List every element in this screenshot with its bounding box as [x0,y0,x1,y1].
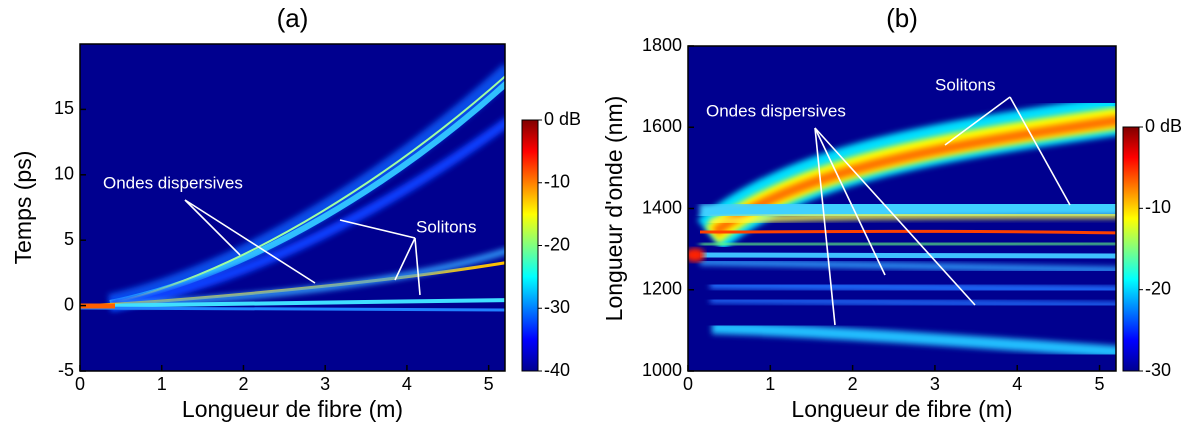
annotation: Solitons [935,75,995,94]
colorbar-tick-label: -30 [544,297,570,317]
colorbar-tick-label: -20 [1145,278,1171,298]
y-tick-label: 1400 [642,197,682,217]
annotation: Ondes dispersives [103,173,243,192]
x-axis-label: Longueur de fibre (m) [791,396,1012,422]
x-tick-label: 4 [1012,374,1022,394]
heatmap-field [688,95,1116,358]
x-tick-label: 4 [402,374,412,394]
y-tick-label: -5 [58,360,74,380]
x-tick-label: 5 [1095,374,1105,394]
x-tick-label: 2 [238,374,248,394]
y-tick-label: 1200 [642,279,682,299]
colorbar-tick-label: 0 dB [544,109,581,129]
y-tick-label: 15 [54,98,74,118]
annotation: Solitons [416,217,476,236]
y-tick-label: 5 [64,229,74,249]
y-tick-label: 10 [54,164,74,184]
x-tick-label: 0 [683,374,693,394]
y-tick-label: 1800 [642,35,682,55]
colorbar [521,119,539,372]
colorbar-tick-label: 0 dB [1145,116,1182,136]
x-tick-label: 1 [157,374,167,394]
colorbar-tick-label: -40 [544,360,570,380]
y-axis-label: Temps (ps) [10,151,36,265]
colorbar [1122,126,1140,372]
plot-frame [79,43,506,372]
x-tick-label: 2 [848,374,858,394]
x-tick-label: 0 [75,374,85,394]
heatmap-background [80,44,505,371]
chart-title: (a) [277,3,309,33]
x-tick-label: 3 [320,374,330,394]
x-tick-label: 1 [765,374,775,394]
y-tick-label: 1600 [642,116,682,136]
chart-title: (b) [886,3,918,33]
colorbar-tick-label: -30 [1145,360,1171,380]
annotation: Ondes dispersives [706,101,846,120]
colorbar-tick-label: -10 [544,172,570,192]
heatmap-field [80,63,505,312]
colorbar-tick-label: -20 [544,234,570,254]
x-tick-label: 3 [930,374,940,394]
y-tick-label: 1000 [642,360,682,380]
colorbar-tick-label: -10 [1145,197,1171,217]
x-tick-label: 5 [484,374,494,394]
x-axis-label: Longueur de fibre (m) [182,396,403,422]
annotation-lines [814,96,1071,326]
y-axis-label: Longueur d'onde (nm) [601,96,627,322]
y-tick-label: 0 [64,294,74,314]
annotation-lines [184,199,421,296]
